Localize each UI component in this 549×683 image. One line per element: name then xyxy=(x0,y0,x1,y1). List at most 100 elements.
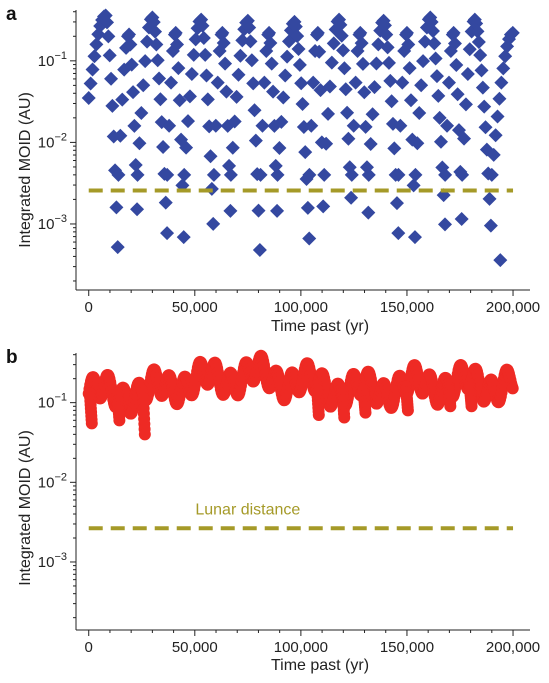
panel-a-point xyxy=(377,18,392,33)
panel-a-point xyxy=(486,147,501,162)
panel-b-y-tick-label: 10−3 xyxy=(38,551,67,571)
panel-a-point xyxy=(111,167,126,182)
panel-a-point xyxy=(324,55,339,70)
panel-a-point xyxy=(156,140,171,155)
panel-a-point xyxy=(353,25,368,40)
panel-a-x-tick-label: 100,000 xyxy=(274,299,328,316)
panel-a-point xyxy=(206,167,221,182)
panel-a-point xyxy=(153,92,168,107)
panel-a-point xyxy=(441,75,456,90)
panel-b-points xyxy=(82,349,519,441)
panel-a-point xyxy=(266,84,281,99)
panel-a: a Integrated MOID (AU) Time past (yr) 0 5… xyxy=(6,4,540,335)
panel-a-point xyxy=(274,114,289,129)
panel-a-point xyxy=(483,218,498,233)
panel-a-point xyxy=(488,128,503,143)
panel-a-point xyxy=(428,51,443,66)
panel-b-point xyxy=(312,408,325,421)
panel-a-point xyxy=(208,118,223,133)
panel-a-point xyxy=(168,25,183,40)
panel-a-point xyxy=(272,140,287,155)
panel-a-point xyxy=(172,93,187,108)
panel-a-point xyxy=(438,167,453,182)
panel-a-point xyxy=(389,196,404,211)
panel-a-point xyxy=(138,54,153,69)
panel-a-point xyxy=(248,133,263,148)
panel-a-point xyxy=(244,53,259,68)
panel-a-point xyxy=(233,48,248,63)
panel-a-point xyxy=(298,145,313,160)
panel-a-point xyxy=(102,48,117,63)
panel-a-point xyxy=(462,42,477,57)
panel-a-point xyxy=(367,80,382,95)
panel-a-point xyxy=(433,134,448,149)
panel-a-point xyxy=(276,90,291,105)
panel-b-x-tick-label: 0 xyxy=(85,639,93,656)
panel-a-point xyxy=(127,118,142,133)
panel-a-point xyxy=(136,78,151,93)
panel-a-point xyxy=(278,68,293,83)
panel-a-point xyxy=(340,105,355,120)
panel-a-point xyxy=(363,136,378,151)
panel-a-point xyxy=(117,62,132,77)
panel-a-point xyxy=(393,118,408,133)
panel-a-point xyxy=(152,71,167,86)
panel-a-point xyxy=(218,56,233,71)
panel-a-point xyxy=(302,167,317,182)
panel-a-point xyxy=(109,200,124,215)
panel-a-point xyxy=(460,67,475,82)
panel-a-point xyxy=(482,191,497,206)
panel-b-x-tick-label: 100,000 xyxy=(274,639,328,656)
panel-a-point xyxy=(222,158,237,173)
panel-a-point xyxy=(457,131,472,146)
panel-b-x-tick-label: 150,000 xyxy=(380,639,434,656)
panel-a-point xyxy=(449,57,464,72)
panel-a-letter: a xyxy=(6,4,17,25)
panel-a-point xyxy=(407,230,422,245)
panel-a-point xyxy=(410,136,425,151)
panel-b-y-tick-label: 10−2 xyxy=(38,471,67,491)
panel-a-point xyxy=(408,167,423,182)
panel-a-point xyxy=(251,203,266,218)
panel-b-plot-area: 0 50,000 100,000 150,000 200,000 10−3 10−2 10−1… xyxy=(38,349,540,656)
panel-a-point xyxy=(206,216,221,231)
panel-a-points xyxy=(81,8,520,268)
panel-a-point xyxy=(132,136,147,151)
panel-a-point xyxy=(300,200,315,215)
panel-a-point xyxy=(170,37,185,52)
panel-a-point xyxy=(427,36,442,51)
panel-a-y-tick-label: 10−2 xyxy=(38,131,67,151)
panel-a-point xyxy=(295,97,310,112)
panel-a-point xyxy=(242,20,257,35)
panel-b-letter: b xyxy=(6,347,18,368)
panel-a-point xyxy=(316,199,331,214)
panel-a-point xyxy=(186,47,201,62)
panel-a-point xyxy=(100,15,115,30)
panel-b: b Integrated MOID (AU) Time past (yr) 0 5… xyxy=(6,347,540,674)
panel-a-point xyxy=(304,118,319,133)
panel-a-point xyxy=(252,242,267,257)
panel-b-point xyxy=(359,406,372,419)
panel-a-point xyxy=(395,75,410,90)
panel-a-point xyxy=(432,110,447,125)
panel-a-x-tick-label: 150,000 xyxy=(380,299,434,316)
panel-a-point xyxy=(149,37,164,52)
panel-a-point xyxy=(425,24,440,39)
panel-a-point xyxy=(268,158,283,173)
panel-a-point xyxy=(365,107,380,122)
panel-a-point xyxy=(255,118,270,133)
panel-a-point xyxy=(110,240,125,255)
panel-a-point xyxy=(401,37,416,52)
panel-a-point xyxy=(341,131,356,146)
panel-a-point xyxy=(105,98,120,113)
panel-a-point xyxy=(134,106,149,121)
panel-a-point xyxy=(215,25,230,40)
panel-a-x-tick-label: 50,000 xyxy=(172,299,218,316)
panel-a-point xyxy=(270,203,285,218)
panel-a-point xyxy=(357,85,372,100)
panel-a-point xyxy=(505,25,520,40)
panel-a-y-tick-label: 10−3 xyxy=(38,213,67,233)
panel-a-point xyxy=(424,14,439,29)
panel-a-point xyxy=(306,75,321,90)
panel-a-point xyxy=(458,97,473,112)
